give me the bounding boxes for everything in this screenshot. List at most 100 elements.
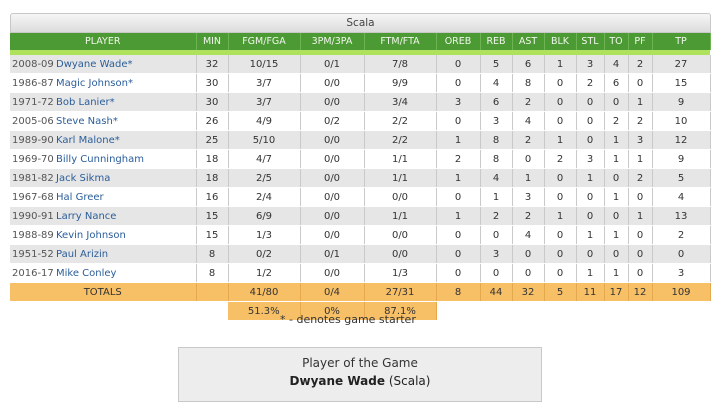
col-header-fg[interactable]: FGM/FGA	[228, 33, 301, 50]
blk-cell: 1	[544, 55, 577, 74]
fg-cell: 3/7	[228, 73, 301, 93]
table-row: 1971-72 Bob Lanier* 30 3/7 0/0 3/4 3 6 2 …	[10, 92, 711, 112]
ast-cell: 0	[512, 244, 545, 264]
season-label: 1969-70	[12, 153, 54, 165]
totals-3p: 0/4	[300, 282, 365, 302]
to-cell: 0	[604, 168, 629, 188]
season-label: 1971-72	[12, 96, 54, 108]
ast-cell: 2	[512, 206, 545, 226]
pf-cell: 2	[628, 168, 653, 188]
to-cell: 1	[604, 130, 629, 150]
3p-cell: 0/0	[300, 206, 365, 226]
blk-cell: 1	[544, 206, 577, 226]
min-cell: 25	[196, 130, 229, 150]
team-tab-header: Scala	[10, 13, 711, 33]
col-header-ast[interactable]: AST	[512, 33, 545, 50]
blk-cell: 0	[544, 225, 577, 245]
tp-cell: 15	[652, 73, 711, 93]
reb-cell: 1	[480, 187, 513, 207]
player-link[interactable]: Kevin Johnson	[56, 229, 126, 241]
player-link[interactable]: Dwyane Wade*	[56, 58, 133, 70]
ft-cell: 1/3	[364, 263, 437, 283]
player-link[interactable]: Magic Johnson*	[56, 77, 133, 89]
min-cell: 8	[196, 263, 229, 283]
col-header-ft[interactable]: FTM/FTA	[364, 33, 437, 50]
ft-cell: 9/9	[364, 73, 437, 93]
ft-cell: 3/4	[364, 92, 437, 112]
col-header-stl[interactable]: STL	[576, 33, 605, 50]
col-header-pf[interactable]: PF	[628, 33, 653, 50]
fg-cell: 6/9	[228, 206, 301, 226]
player-link[interactable]: Steve Nash*	[56, 115, 118, 127]
ft-cell: 0/0	[364, 187, 437, 207]
3p-cell: 0/0	[300, 130, 365, 150]
min-cell: 15	[196, 206, 229, 226]
stl-cell: 0	[576, 130, 605, 150]
column-header-row: PLAYER MIN FGM/FGA 3PM/3PA FTM/FTA OREB …	[10, 33, 711, 50]
oreb-cell: 1	[436, 130, 481, 150]
totals-min	[196, 282, 229, 302]
stl-cell: 3	[576, 149, 605, 169]
player-link[interactable]: Larry Nance	[56, 210, 117, 222]
table-row: 1990-91 Larry Nance 15 6/9 0/0 1/1 1 2 2 …	[10, 206, 711, 226]
to-cell: 4	[604, 55, 629, 74]
min-cell: 18	[196, 149, 229, 169]
3p-cell: 0/0	[300, 168, 365, 188]
col-header-player[interactable]: PLAYER	[10, 33, 197, 50]
ft-cell: 1/1	[364, 206, 437, 226]
ast-cell: 6	[512, 55, 545, 74]
pf-cell: 3	[628, 130, 653, 150]
ast-cell: 8	[512, 73, 545, 93]
fg-cell: 2/5	[228, 168, 301, 188]
col-header-min[interactable]: MIN	[196, 33, 229, 50]
reb-cell: 3	[480, 244, 513, 264]
col-header-to[interactable]: TO	[604, 33, 629, 50]
col-header-reb[interactable]: REB	[480, 33, 513, 50]
table-row: 1986-87 Magic Johnson* 30 3/7 0/0 9/9 0 4…	[10, 73, 711, 93]
ast-cell: 0	[512, 263, 545, 283]
reb-cell: 3	[480, 111, 513, 131]
blk-cell: 0	[544, 263, 577, 283]
ft-percentage: 87.1%	[364, 301, 437, 321]
totals-stl: 11	[576, 282, 605, 302]
pf-cell: 1	[628, 149, 653, 169]
blk-cell: 0	[544, 244, 577, 264]
season-label: 2008-09	[12, 58, 54, 70]
col-header-tp[interactable]: TP	[652, 33, 711, 50]
pf-cell: 0	[628, 187, 653, 207]
season-label: 1967-68	[12, 191, 54, 203]
min-cell: 18	[196, 168, 229, 188]
fg-cell: 1/3	[228, 225, 301, 245]
player-link[interactable]: Hal Greer	[56, 191, 104, 203]
3p-cell: 0/1	[300, 55, 365, 74]
col-header-blk[interactable]: BLK	[544, 33, 577, 50]
player-link[interactable]: Billy Cunningham	[56, 153, 144, 165]
tp-cell: 27	[652, 55, 711, 74]
player-link[interactable]: Jack Sikma	[56, 172, 111, 184]
col-header-3p[interactable]: 3PM/3PA	[300, 33, 365, 50]
col-header-oreb[interactable]: OREB	[436, 33, 481, 50]
ast-cell: 2	[512, 130, 545, 150]
percentage-row: 51.3% 0% 87.1%	[10, 301, 710, 321]
pf-cell: 1	[628, 92, 653, 112]
ast-cell: 4	[512, 111, 545, 131]
player-of-game-title: Player of the Game	[302, 356, 418, 370]
table-row: 1969-70 Billy Cunningham 18 4/7 0/0 1/1 2…	[10, 149, 711, 169]
oreb-cell: 2	[436, 149, 481, 169]
player-link[interactable]: Paul Arizin	[56, 248, 109, 260]
table-row: 1988-89 Kevin Johnson 15 1/3 0/0 0/0 0 0 …	[10, 225, 711, 245]
ast-cell: 4	[512, 225, 545, 245]
reb-cell: 8	[480, 149, 513, 169]
blk-cell: 0	[544, 187, 577, 207]
oreb-cell: 0	[436, 187, 481, 207]
oreb-cell: 0	[436, 244, 481, 264]
3p-cell: 0/2	[300, 111, 365, 131]
3p-cell: 0/0	[300, 92, 365, 112]
stl-cell: 0	[576, 111, 605, 131]
table-row: 1951-52 Paul Arizin 8 0/2 0/1 0/0 0 3 0 0…	[10, 244, 711, 264]
table-row: 2005-06 Steve Nash* 26 4/9 0/2 2/2 0 3 4 …	[10, 111, 711, 131]
totals-tp: 109	[652, 282, 711, 302]
player-link[interactable]: Karl Malone*	[56, 134, 120, 146]
player-link[interactable]: Mike Conley	[56, 267, 117, 279]
player-link[interactable]: Bob Lanier*	[56, 96, 115, 108]
